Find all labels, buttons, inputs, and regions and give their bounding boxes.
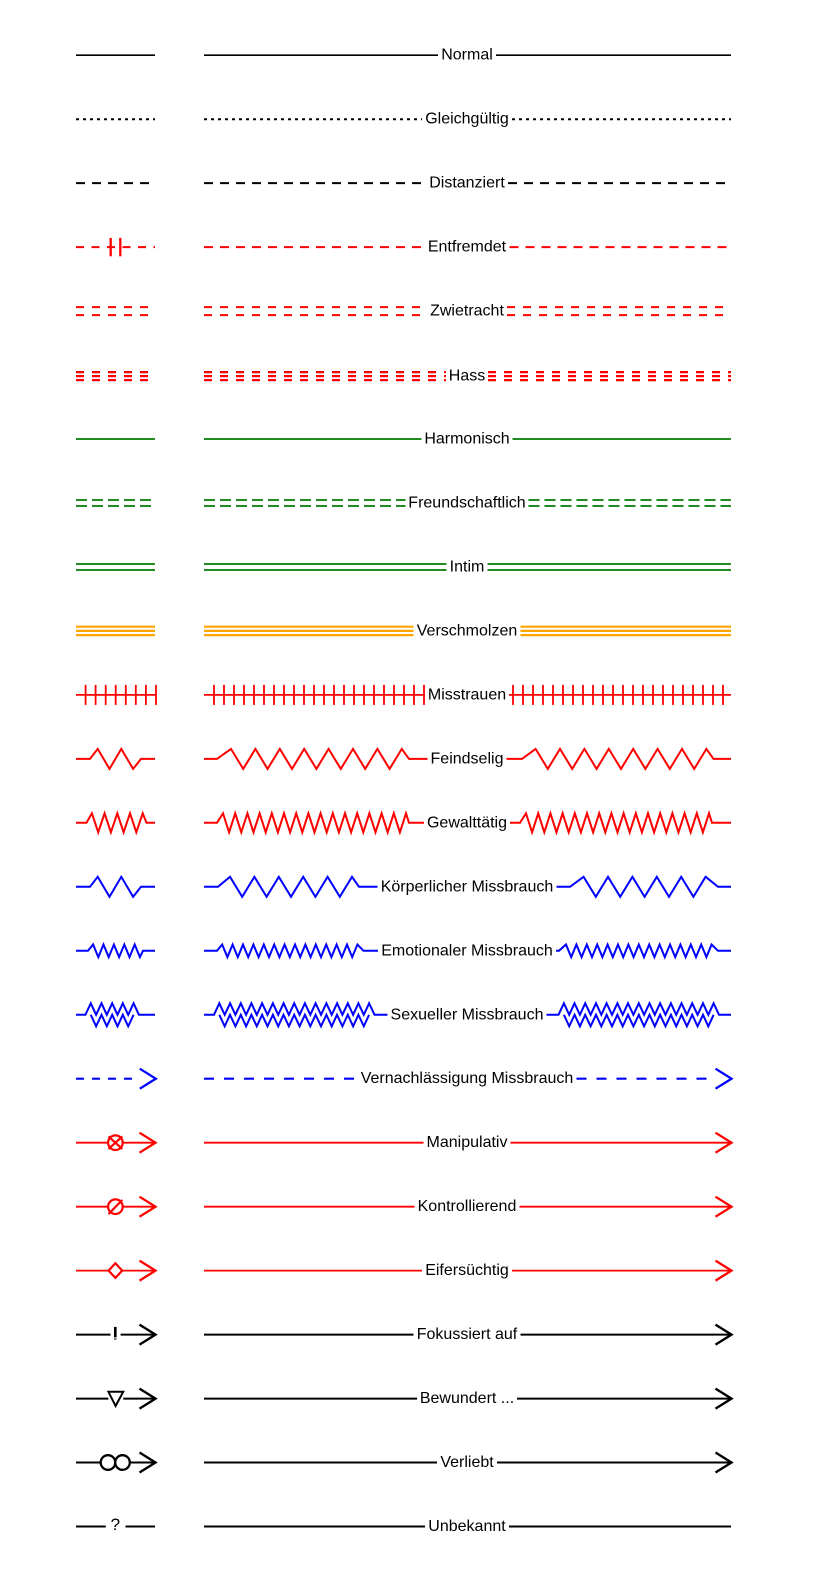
svg-text:Normal: Normal [441,47,493,64]
svg-text:Harmonisch: Harmonisch [424,431,509,448]
svg-text:Distanziert: Distanziert [429,175,505,192]
svg-text:Verschmolzen: Verschmolzen [417,622,518,639]
svg-text:?: ? [111,1515,120,1534]
svg-text:Hass: Hass [449,368,485,385]
svg-text:Emotionaler Missbrauch: Emotionaler Missbrauch [381,942,553,959]
svg-text:Intim: Intim [450,559,485,576]
svg-text:Feindselig: Feindselig [431,750,504,767]
svg-text:Gewalttätig: Gewalttätig [427,814,507,831]
svg-text:Fokussiert auf: Fokussiert auf [417,1326,518,1343]
svg-text:Bewundert ...: Bewundert ... [420,1390,514,1407]
svg-text:Entfremdet: Entfremdet [428,239,507,256]
svg-text:Freundschaftlich: Freundschaftlich [408,495,525,512]
svg-text:Gleichgültig: Gleichgültig [425,111,509,128]
svg-text:Misstrauen: Misstrauen [428,686,506,703]
svg-text:Unbekannt: Unbekannt [428,1518,506,1535]
svg-text:Manipulativ: Manipulativ [427,1134,508,1151]
svg-text:Verliebt: Verliebt [440,1454,494,1471]
svg-text:Kontrollierend: Kontrollierend [418,1198,517,1215]
svg-text:Körperlicher Missbrauch: Körperlicher Missbrauch [381,878,554,895]
svg-text:Vernachlässigung Missbrauch: Vernachlässigung Missbrauch [361,1070,574,1087]
svg-text:Sexueller Missbrauch: Sexueller Missbrauch [391,1006,544,1023]
svg-text:Zwietracht: Zwietracht [430,303,504,320]
svg-text:Eifersüchtig: Eifersüchtig [425,1262,509,1279]
